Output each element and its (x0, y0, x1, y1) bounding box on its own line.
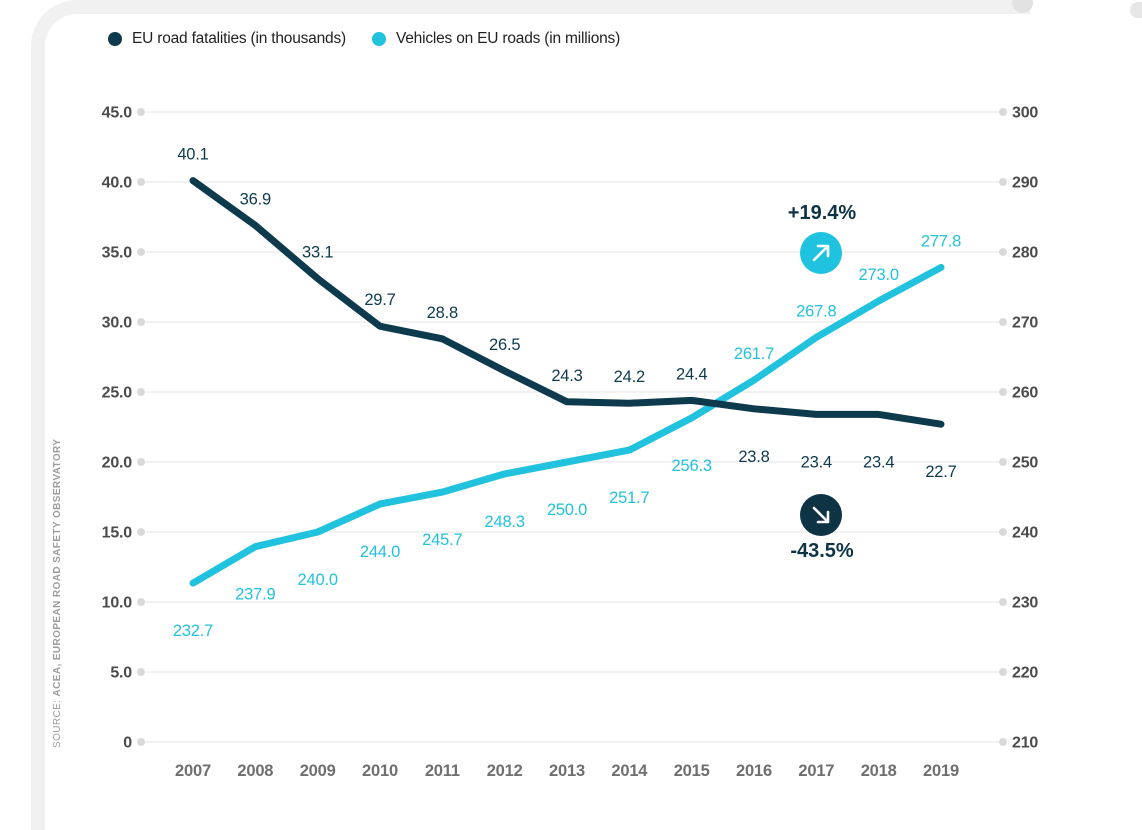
fatalities-line (189, 177, 945, 428)
vehicles-value-label: 256.3 (672, 457, 712, 475)
fatalities-value-label: 40.1 (177, 146, 208, 164)
fatalities-value-label: 22.7 (925, 463, 956, 481)
y-axis-left-tick-label: 20.0 (102, 455, 133, 472)
x-axis-year-label: 2015 (674, 762, 710, 780)
y-axis-right-tick-label: 230 (1012, 595, 1038, 612)
fatalities-trend-badge (800, 494, 842, 536)
y-axis-left-tick-label: 30.0 (102, 315, 133, 332)
x-axis-year-label: 2012 (487, 762, 523, 780)
fatalities-value-label: 24.2 (614, 368, 645, 386)
vehicles-value-label: 244.0 (360, 543, 400, 561)
vehicles-value-label: 277.8 (921, 232, 961, 250)
vehicles-dot-icon (371, 32, 386, 46)
vehicles-value-label: 261.7 (734, 345, 774, 363)
vehicles-value-label: 267.8 (796, 302, 836, 320)
y-axis-right-tick-label: 300 (1012, 105, 1038, 122)
vehicles-value-label: 248.3 (485, 513, 525, 531)
vehicles-trend-badge (800, 232, 842, 274)
legend-label-vehicles: Vehicles on EU roads (in millions) (395, 30, 621, 47)
vehicles-value-label: 250.0 (547, 501, 587, 519)
fatalities-value-label: 28.8 (427, 304, 458, 322)
y-axis-left-tick-label: 15.0 (102, 525, 133, 542)
gridlines (137, 108, 1007, 746)
vehicles-line (189, 263, 945, 587)
y-axis-left-tick-label: 25.0 (102, 385, 133, 402)
vehicles-value-label: 232.7 (173, 622, 213, 640)
vehicles-value-label: 237.9 (235, 586, 275, 604)
legend: EU road fatalities (in thousands) Vehicl… (108, 30, 620, 48)
y-axis-left-tick-label: 35.0 (102, 245, 133, 262)
y-axis-right-tick-label: 240 (1012, 525, 1038, 542)
legend-item-vehicles: Vehicles on EU roads (in millions) (371, 30, 621, 48)
y-axis-right-tick-label: 270 (1012, 315, 1038, 332)
y-axis-right-tick-label: 220 (1012, 665, 1038, 682)
y-axis-right-tick-label: 250 (1012, 455, 1038, 472)
vehicles-value-label: 245.7 (422, 531, 462, 549)
y-axis-left-tick-label: 45.0 (102, 105, 133, 122)
y-axis-right-tick-label: 210 (1012, 735, 1038, 752)
x-axis-year-label: 2014 (611, 762, 648, 780)
scrollbar-thumb[interactable] (1130, 2, 1142, 18)
x-axis-year-label: 2008 (237, 762, 273, 780)
arrow-down-right-icon (812, 506, 830, 524)
vehicles-value-label: 240.0 (298, 571, 338, 589)
vehicles-change-label: +19.4% (787, 202, 857, 224)
x-axis-year-label: 2011 (425, 762, 460, 780)
fatalities-value-label: 23.4 (863, 453, 894, 471)
fatalities-value-label: 23.8 (738, 448, 769, 466)
fatalities-change-label: -43.5% (790, 540, 854, 562)
y-axis-right-tick-label: 260 (1012, 385, 1038, 402)
y-axis-right-tick-label: 290 (1012, 175, 1038, 192)
vehicles-value-label: 273.0 (859, 266, 899, 284)
y-axis-left-tick-label: 10.0 (102, 595, 133, 612)
fatalities-value-label: 36.9 (240, 190, 271, 208)
x-axis-year-label: 2010 (362, 762, 398, 780)
x-axis-year-label: 2009 (300, 762, 336, 780)
fatalities-value-label: 29.7 (364, 291, 395, 309)
x-axis-year-label: 2019 (923, 762, 959, 780)
legend-item-fatalities: EU road fatalities (in thousands) (108, 30, 346, 48)
fatalities-value-label: 24.3 (551, 367, 582, 385)
y-axis-right-tick-label: 280 (1012, 245, 1038, 262)
x-axis-year-label: 2018 (861, 762, 897, 780)
vehicles-value-label: 251.7 (609, 489, 649, 507)
fatalities-dot-icon (108, 32, 122, 46)
x-axis-year-label: 2013 (549, 762, 585, 780)
fatalities-value-label: 24.4 (676, 365, 707, 383)
y-axis-left-tick-label: 40.0 (102, 175, 133, 192)
x-axis-year-label: 2017 (798, 762, 834, 780)
x-axis-year-label: 2007 (175, 762, 211, 780)
y-axis-left-tick-label: 0 (123, 735, 132, 752)
fatalities-value-label: 33.1 (302, 244, 333, 262)
arrow-up-right-icon (812, 244, 830, 262)
legend-label-fatalities: EU road fatalities (in thousands) (132, 30, 346, 47)
x-axis-year-label: 2016 (736, 762, 772, 780)
fatalities-value-label: 26.5 (489, 336, 520, 354)
frame-knob (1012, 0, 1033, 13)
y-axis-left-tick-label: 5.0 (110, 665, 132, 682)
fatalities-value-label: 23.4 (801, 453, 832, 471)
